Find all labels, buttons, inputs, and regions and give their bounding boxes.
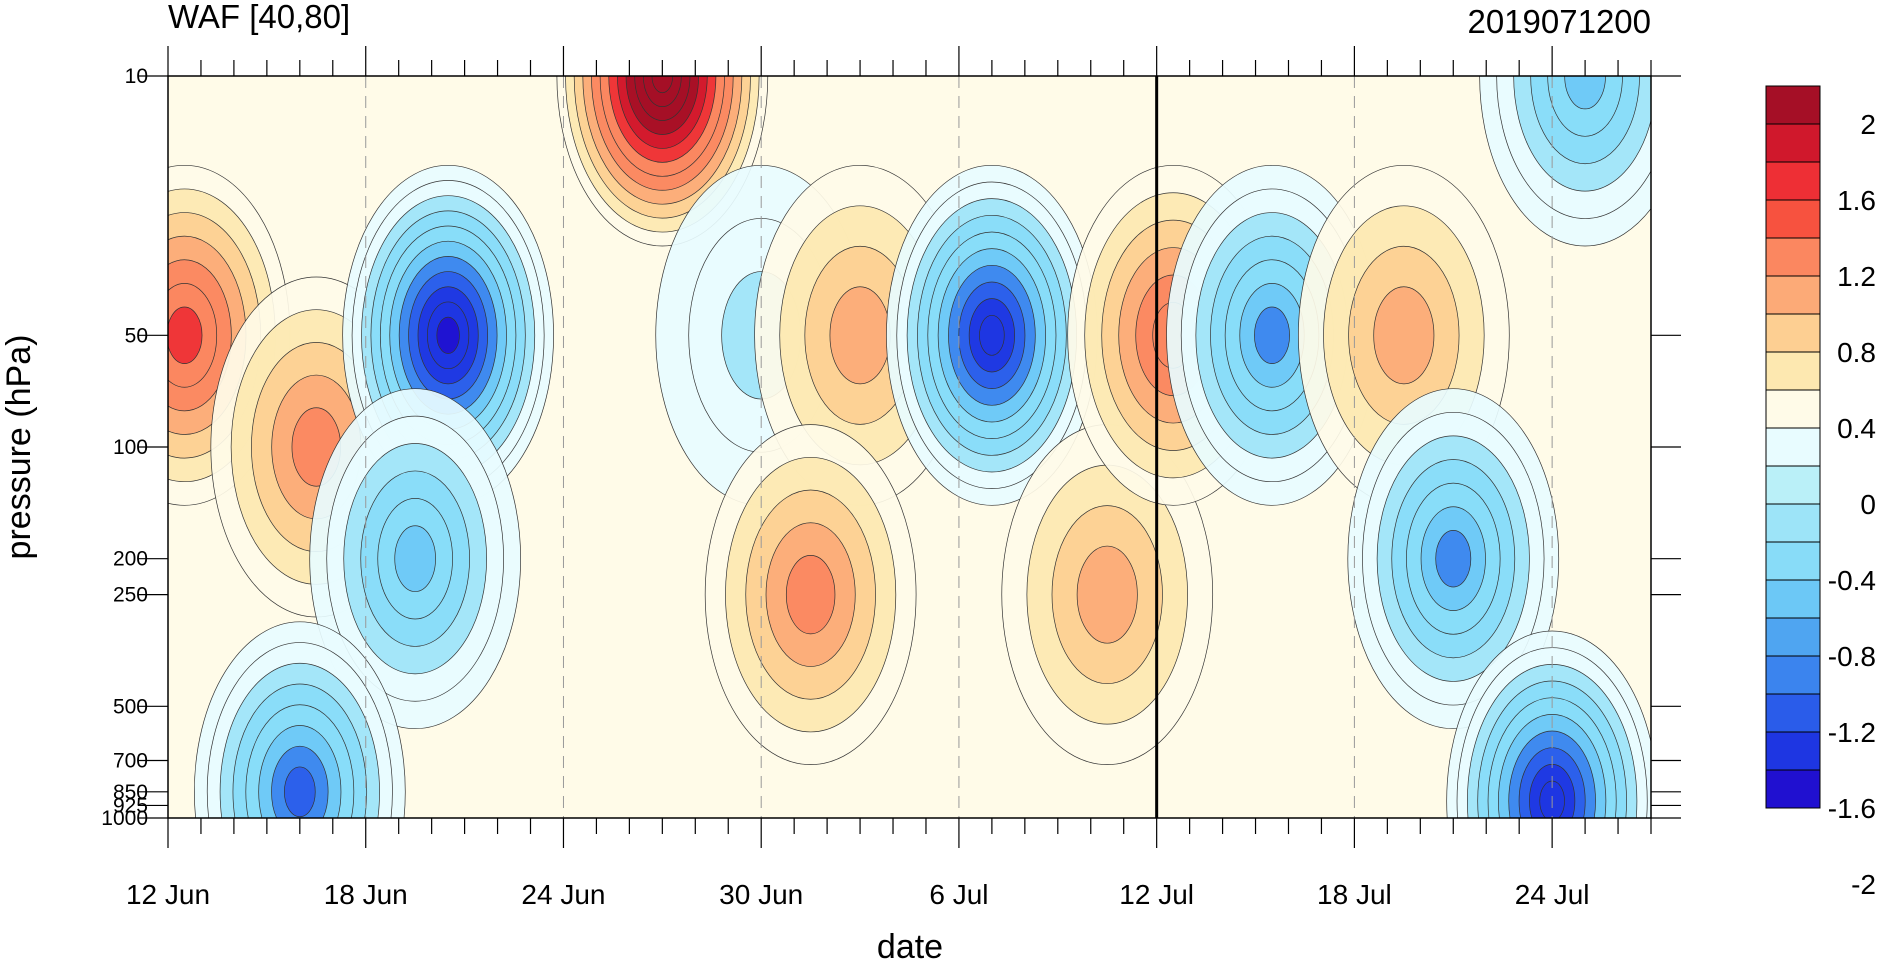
y-tick-label: 100 [113, 436, 148, 459]
colorbar-swatch [1765, 769, 1821, 809]
x-tick-label: 12 Jul [1119, 879, 1194, 910]
y-tick-label: 925 [113, 794, 148, 817]
colorbar-swatch [1765, 389, 1821, 429]
contour-band [1435, 529, 1472, 588]
y-tick-label: 50 [125, 324, 148, 347]
colorbar-label: -1.2 [1828, 717, 1876, 748]
contour-band [1254, 306, 1290, 365]
chart-title: WAF [40,80] [168, 0, 350, 35]
colorbar-swatch [1765, 617, 1821, 657]
colorbar: 2 1.6 1.2 0.8 0.4 0 -0.4 -0.8 -1.2 -1.6 -2 [1765, 85, 1876, 900]
x-tick-label: 6 Jul [929, 879, 988, 910]
plot-area [168, 76, 1651, 818]
colorbar-label: 0.4 [1837, 413, 1876, 444]
colorbar-swatch [1765, 85, 1821, 125]
contour-band [436, 316, 460, 354]
y-tick-label: 500 [113, 695, 148, 718]
contour-band [829, 286, 891, 385]
x-axis-title: date [877, 928, 943, 961]
colorbar-swatch [1765, 731, 1821, 771]
colorbar-swatch [1765, 123, 1821, 163]
colorbar-swatch [1765, 237, 1821, 277]
colorbar-swatch [1765, 275, 1821, 315]
contour-band [979, 314, 1005, 356]
colorbar-label: -0.4 [1828, 565, 1876, 596]
y-tick-label: 1000 [101, 807, 148, 830]
colorbar-label: -0.8 [1828, 641, 1876, 672]
chart-subtitle: 2019071200 [1467, 3, 1651, 40]
y-tick-label: 850 [113, 781, 148, 804]
colorbar-label: 0.8 [1837, 337, 1876, 368]
contour-band [785, 555, 836, 635]
contour-band [394, 525, 436, 592]
x-axis-ticks: 12 Jun 18 Jun 24 Jun 30 Jun 6 Jul 12 Jul 18 Ju… [126, 46, 1652, 910]
y-tick-label: 250 [113, 584, 148, 607]
colorbar-label: -2 [1851, 869, 1876, 900]
x-tick-label: 18 Jul [1317, 879, 1392, 910]
x-tick-label: 30 Jun [719, 879, 803, 910]
colorbar-swatch [1765, 351, 1821, 391]
x-tick-label: 12 Jun [126, 879, 210, 910]
x-tick-label: 24 Jul [1515, 879, 1590, 910]
x-tick-label: 18 Jun [324, 879, 408, 910]
contour-fill [168, 76, 1651, 818]
colorbar-swatch [1765, 693, 1821, 733]
contour-band [1373, 286, 1435, 385]
colorbar-swatch [1765, 427, 1821, 467]
y-tick-label: 700 [113, 750, 148, 773]
colorbar-swatch [1765, 199, 1821, 239]
colorbar-swatch [1765, 503, 1821, 543]
y-tick-label: 200 [113, 548, 148, 571]
contour-band [284, 766, 316, 818]
colorbar-swatch [1765, 655, 1821, 695]
colorbar-swatch [1765, 579, 1821, 619]
y-tick-label: 10 [125, 65, 148, 88]
colorbar-swatch [1765, 465, 1821, 505]
colorbar-label: 0 [1860, 489, 1876, 520]
contour-band [651, 76, 674, 94]
colorbar-label: -1.6 [1828, 793, 1876, 824]
contour-band [168, 306, 203, 364]
colorbar-label: 1.2 [1837, 261, 1876, 292]
contour-band [1076, 545, 1138, 644]
y-axis-title: pressure (hPa) [0, 335, 38, 560]
colorbar-label: 1.6 [1837, 185, 1876, 216]
colorbar-swatch [1765, 313, 1821, 353]
colorbar-label: 2 [1860, 109, 1876, 140]
colorbar-swatch [1765, 541, 1821, 581]
x-tick-label: 24 Jun [521, 879, 605, 910]
colorbar-swatch [1765, 161, 1821, 201]
contour-band [1564, 76, 1606, 110]
